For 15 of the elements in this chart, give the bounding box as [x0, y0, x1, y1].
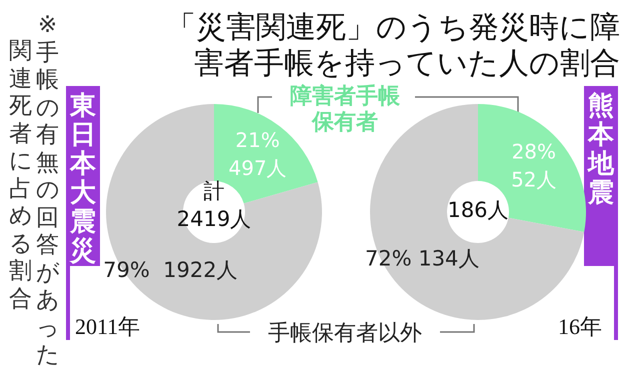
text: 2011年: [75, 313, 140, 341]
data-label: 28% 52人: [511, 140, 557, 192]
data-label: 79% 1922人: [103, 258, 238, 282]
data-label: 21% 497人: [228, 128, 287, 180]
text: ※手帳の有無の回答があった: [36, 12, 60, 368]
text: 熊本地震: [588, 91, 614, 208]
text: 関連死者に占める割合: [9, 38, 33, 312]
slice-label: 手帳保有者以外: [267, 320, 423, 348]
data-label: 72% 134人: [364, 246, 480, 270]
slice-label: 障害者手帳保有者: [289, 84, 401, 136]
text: 16年: [558, 313, 602, 341]
chart-title: 「災害関連死」のうち発災時に障害者手帳を持っていた人の割合: [165, 10, 620, 82]
text: 186人: [446, 197, 510, 224]
text: 計 2419人: [176, 179, 252, 231]
text: 東日本大震災: [70, 91, 96, 266]
